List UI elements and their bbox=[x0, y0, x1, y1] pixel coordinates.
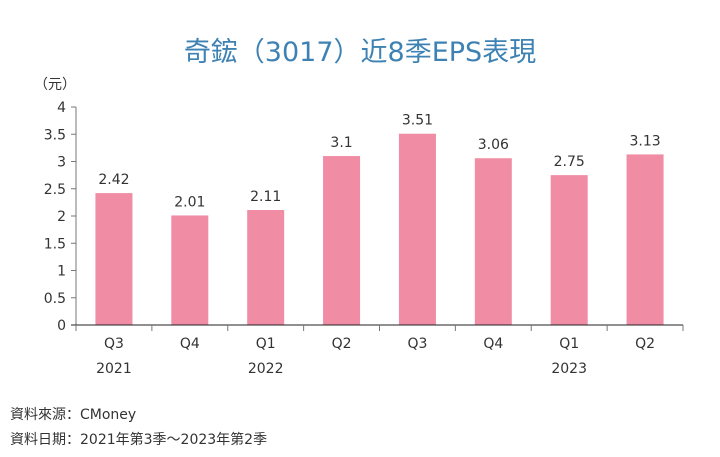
x-axis: Q3 2021 Q4 Q1 2022 Q2 Q3 Q4 Q1 2023 Q2 bbox=[71, 324, 684, 377]
bars: 2.42 2.01 2.11 3.1 3.51 3.06 2.75 3.13 bbox=[95, 113, 664, 325]
source-note: 資料來源：CMoney bbox=[10, 407, 137, 423]
bar bbox=[323, 156, 361, 325]
x-tick-label-quarter: Q3 bbox=[104, 336, 124, 352]
y-tick-label: 1 bbox=[57, 264, 66, 280]
x-tick-label-year: 2023 bbox=[551, 361, 587, 377]
x-tick-label-quarter: Q2 bbox=[332, 336, 352, 352]
x-tick-label-quarter: Q1 bbox=[559, 336, 579, 352]
bar-value-label: 3.1 bbox=[330, 135, 352, 151]
bar-value-label: 3.51 bbox=[402, 113, 433, 129]
bar bbox=[550, 175, 588, 325]
y-tick-label: 2.5 bbox=[44, 182, 66, 198]
x-tick-label-year: 2022 bbox=[248, 361, 284, 377]
chart-title: 奇鋐（3017）近8季EPS表現 bbox=[183, 37, 537, 68]
bar bbox=[474, 158, 512, 325]
bar bbox=[398, 133, 436, 325]
x-tick-label-quarter: Q3 bbox=[407, 336, 427, 352]
bar-value-label: 3.13 bbox=[629, 133, 660, 149]
bar bbox=[171, 215, 209, 325]
y-axis: 0 0.5 1 1.5 2 2.5 3 3.5 4 bbox=[44, 100, 77, 334]
bar bbox=[626, 154, 664, 325]
y-tick-label: 0 bbox=[57, 318, 66, 334]
y-tick-label: 3.5 bbox=[44, 127, 66, 143]
x-tick-label-year: 2021 bbox=[96, 361, 132, 377]
date-range-note: 資料日期：2021年第3季～2023年第2季 bbox=[10, 432, 268, 448]
bar bbox=[247, 210, 285, 325]
x-tick-label-quarter: Q4 bbox=[180, 336, 200, 352]
y-tick-label: 3 bbox=[57, 155, 66, 171]
x-tick-label-quarter: Q4 bbox=[483, 336, 503, 352]
bar-value-label: 3.06 bbox=[478, 137, 509, 153]
y-tick-label: 1.5 bbox=[44, 236, 66, 252]
bar-value-label: 2.42 bbox=[98, 172, 129, 188]
y-tick-label: 4 bbox=[57, 100, 66, 116]
y-axis-unit-label: （元） bbox=[34, 77, 76, 93]
bar-value-label: 2.11 bbox=[250, 189, 281, 205]
bar-value-label: 2.75 bbox=[554, 154, 585, 170]
bar bbox=[95, 193, 133, 325]
y-tick-label: 0.5 bbox=[44, 291, 66, 307]
x-tick-label-quarter: Q1 bbox=[256, 336, 276, 352]
x-tick-label-quarter: Q2 bbox=[635, 336, 655, 352]
bar-value-label: 2.01 bbox=[174, 194, 205, 210]
y-tick-label: 2 bbox=[57, 209, 66, 225]
